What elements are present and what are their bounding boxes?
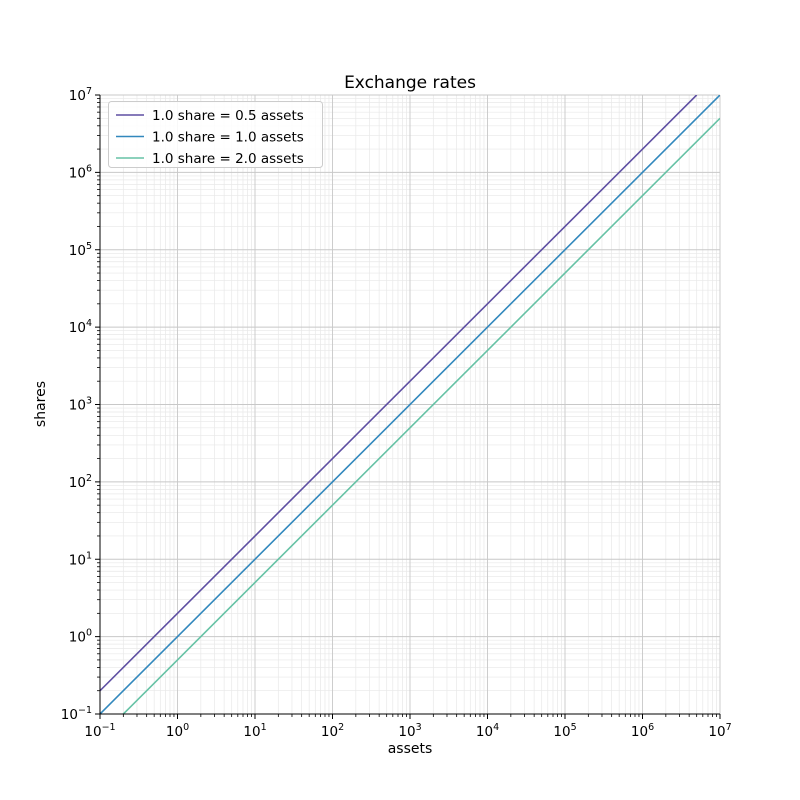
- series-line-1: [100, 95, 698, 692]
- legend-box: [108, 101, 323, 168]
- x-axis-label: assets: [388, 741, 433, 757]
- chart-title: Exchange rates: [344, 73, 476, 93]
- x-tick-labels: 10−1 100 101 102 103 104 105 106 107: [84, 722, 731, 740]
- legend-label-3: 1.0 share = 2.0 assets: [152, 151, 304, 167]
- legend: 1.0 share = 0.5 assets 1.0 share = 1.0 as…: [108, 101, 323, 168]
- plot-area: 10−1 100 101 102 103 104 105 106 10710−110010110…: [61, 86, 732, 740]
- series-lines: [100, 95, 720, 714]
- series-line-3: [122, 117, 720, 714]
- axis-ticks: [95, 94, 721, 719]
- series-line-2: [100, 95, 720, 714]
- legend-label-2: 1.0 share = 1.0 assets: [152, 129, 304, 145]
- legend-label-1: 1.0 share = 0.5 assets: [152, 108, 304, 124]
- y-axis-label: shares: [33, 381, 49, 427]
